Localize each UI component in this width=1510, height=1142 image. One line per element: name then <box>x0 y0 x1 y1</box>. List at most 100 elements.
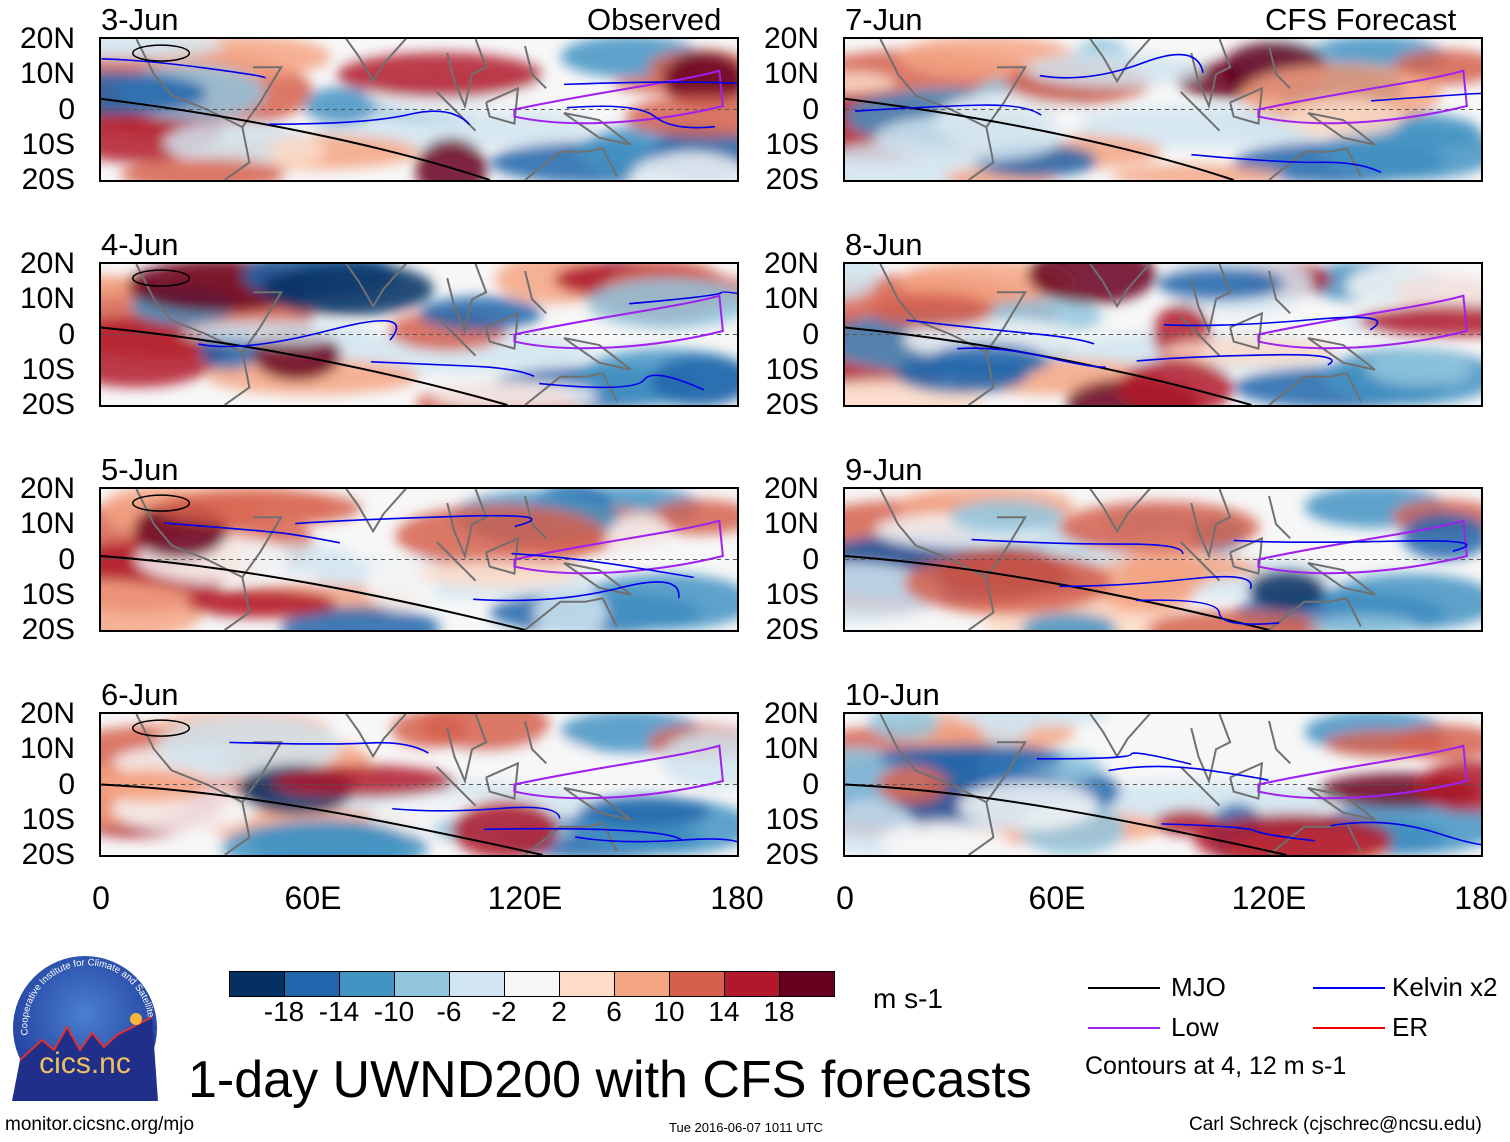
coastline <box>241 741 283 803</box>
lat-tick-label: 20S <box>765 388 819 421</box>
colorbar <box>229 971 835 997</box>
wind-anomaly-shading <box>267 136 326 166</box>
low-contour <box>1257 294 1468 350</box>
coastline <box>435 541 477 582</box>
panel-date-title: 4-Jun <box>101 227 179 262</box>
wind-anomaly-shading <box>1020 612 1118 630</box>
colorbar-swatch <box>230 972 285 996</box>
wind-anomaly-shading <box>101 71 207 115</box>
wind-anomaly-shading <box>1415 760 1481 813</box>
mjo-contour <box>101 554 526 630</box>
coastline <box>524 720 547 765</box>
kelvin-contour <box>1161 823 1315 842</box>
colorbar-swatch <box>615 972 670 996</box>
wind-anomaly-shading <box>873 114 1063 163</box>
colorbar-swatch <box>450 972 505 996</box>
map-panel <box>99 37 739 182</box>
coastline <box>1229 86 1264 125</box>
map-panel <box>99 262 739 407</box>
lat-tick-label: 20N <box>19 247 75 280</box>
map-panel <box>99 712 739 857</box>
kelvin-contour <box>1233 539 1468 552</box>
kelvin-contour <box>855 104 1042 116</box>
kelvin-contour <box>229 741 429 754</box>
kelvin-contour <box>101 57 266 79</box>
kelvin-contour <box>1191 153 1382 174</box>
lat-tick-label: 10N <box>763 57 819 91</box>
coastline <box>563 787 632 821</box>
lat-tick-label: 10N <box>19 732 75 766</box>
map-panel <box>843 262 1483 407</box>
wind-anomaly-shading <box>1248 569 1326 610</box>
wind-anomaly-shading <box>157 715 341 777</box>
colorbar-swatch <box>560 972 615 996</box>
map-panel <box>99 487 739 632</box>
mjo-contour <box>132 719 191 737</box>
logo-text: cics.nc <box>39 1047 131 1080</box>
wind-anomaly-shading <box>248 820 412 855</box>
wind-anomaly-shading <box>1162 338 1337 366</box>
lat-tick-label: 0 <box>802 767 819 801</box>
lat-tick-label: 10S <box>765 127 819 161</box>
coastline <box>1268 822 1362 855</box>
coastline <box>485 86 520 125</box>
wind-anomaly-shading <box>845 72 895 95</box>
observed-label: Observed <box>587 2 722 37</box>
wind-anomaly-shading <box>120 157 285 180</box>
lat-tick-label: 20S <box>765 163 819 196</box>
wind-anomaly-shading <box>395 504 606 568</box>
kelvin-contour <box>575 836 737 843</box>
lat-tick-label: 20N <box>763 22 819 55</box>
coastline <box>524 495 547 540</box>
lat-tick-label: 10N <box>19 57 75 91</box>
lat-tick-label: 20S <box>21 388 75 421</box>
wind-anomaly-shading <box>280 606 441 630</box>
legend-mjo-label: MJO <box>1171 972 1226 1002</box>
kelvin-contour <box>1330 821 1481 846</box>
lon-tick-label: 60E <box>1028 880 1086 916</box>
coastline <box>446 264 488 335</box>
coastline <box>345 714 407 759</box>
footer-url[interactable]: monitor.cicsnc.org/mjo <box>5 1114 195 1135</box>
lat-tick-label: 10S <box>765 577 819 611</box>
kelvin-contour <box>268 110 471 126</box>
map-panel <box>843 487 1483 632</box>
kelvin-contour <box>392 806 561 819</box>
lat-tick-label: 20S <box>765 613 819 646</box>
coastline <box>1089 264 1151 309</box>
lat-tick-label: 20S <box>21 613 75 646</box>
coastline <box>1179 766 1221 807</box>
wind-anomaly-shading <box>313 105 596 149</box>
wind-anomaly-shading <box>1324 730 1448 758</box>
coastline <box>241 516 283 578</box>
lat-tick-label: 10S <box>765 802 819 836</box>
wind-anomaly-shading <box>845 264 881 299</box>
colorbar-tick-label: -14 <box>318 996 360 1027</box>
colorbar-swatch <box>725 972 780 996</box>
colorbar-swatch <box>395 972 450 996</box>
colorbar-tick-label: 14 <box>708 996 740 1027</box>
lon-tick-label: 0 <box>92 880 110 916</box>
mjo-contour <box>132 494 191 512</box>
mjo-contour <box>845 783 1287 855</box>
coastline <box>345 39 407 84</box>
kelvin-contour <box>629 291 737 305</box>
wind-anomaly-shading <box>877 744 1064 772</box>
footer-timestamp: Tue 2016-06-07 1011 UTC <box>669 1120 823 1135</box>
kelvin-contour <box>511 552 694 579</box>
wind-anomaly-shading <box>1154 809 1220 836</box>
lat-tick-label: 10N <box>763 507 819 541</box>
map-panel <box>843 37 1483 182</box>
lat-tick-label: 20N <box>19 697 75 730</box>
lat-tick-label: 10N <box>763 732 819 766</box>
low-contour <box>1257 69 1468 125</box>
colorbar-swatch <box>285 972 340 996</box>
lat-tick-label: 10S <box>765 352 819 386</box>
coastline <box>563 112 632 146</box>
coastline <box>1089 39 1151 84</box>
footer-credit: Carl Schreck (cjschrec@ncsu.edu) <box>1189 1114 1482 1135</box>
cics-logo: cics.nc Cooperative Institute for Climat… <box>10 947 158 1101</box>
lat-tick-label: 0 <box>802 92 819 126</box>
lat-tick-label: 0 <box>58 92 75 126</box>
